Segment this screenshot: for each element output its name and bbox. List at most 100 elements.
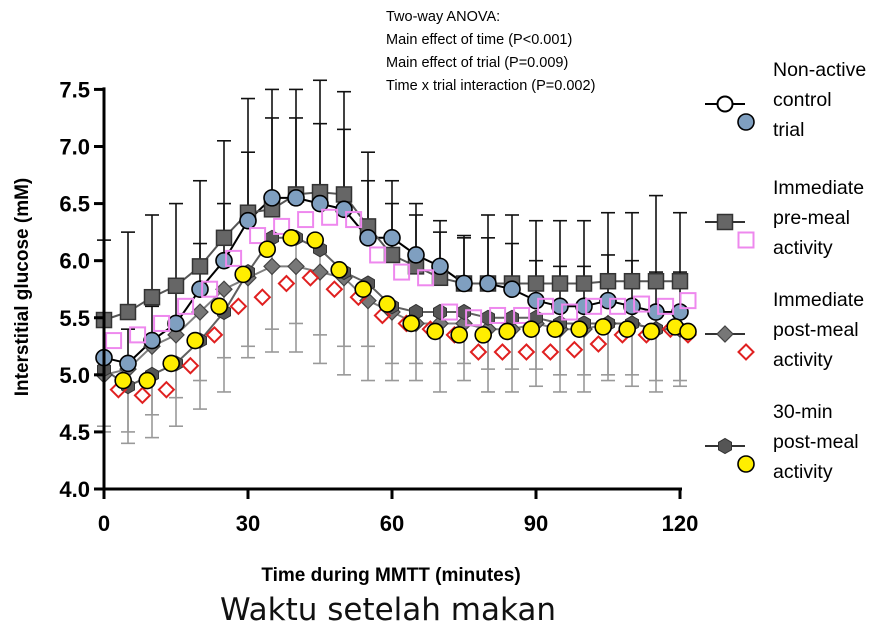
y-axis-ticks: 4.0 4.5 5.0 5.5 6.0 6.5 7.0 7.5: [59, 77, 104, 502]
overlay-point: [258, 240, 277, 259]
overlay-point: [657, 297, 675, 315]
legend-entry: Immediate post-meal activity: [705, 289, 864, 371]
y-tick-label: 7.0: [59, 135, 90, 160]
overlay-point: [205, 325, 224, 344]
overlay-point: [311, 194, 329, 213]
overlay-point: [570, 320, 589, 338]
overlay-point: [234, 265, 252, 284]
series-point: [335, 186, 353, 203]
series-point: [575, 275, 593, 292]
overlay-point: [426, 322, 445, 341]
series-point: [143, 288, 161, 306]
series-point: [623, 272, 641, 290]
anova-line: Main effect of time (P<0.001): [386, 32, 572, 48]
series-point: [551, 275, 569, 292]
y-tick-label: 6.0: [59, 249, 90, 274]
y-tick-label: 4.5: [59, 420, 90, 445]
overlay-point: [450, 326, 469, 344]
overlay-point: [522, 320, 541, 338]
overlay-point: [575, 297, 593, 316]
legend-label: control: [773, 89, 832, 111]
overlay-point: [138, 371, 156, 390]
overlay-point: [647, 303, 665, 321]
legend-label: activity: [773, 237, 833, 259]
overlay-point: [215, 251, 233, 270]
series-point: [599, 272, 617, 290]
series-point: [457, 303, 471, 321]
series-point: [383, 246, 401, 264]
y-tick-label: 7.5: [59, 77, 90, 102]
overlay-point: [282, 229, 301, 247]
overlay-point: [565, 340, 584, 359]
overlay-point: [493, 343, 512, 361]
overlay-point: [114, 371, 132, 390]
series-point: [671, 272, 689, 290]
x-tick-label: 90: [524, 511, 548, 536]
overlay-point: [201, 280, 219, 298]
overlay-point: [191, 280, 209, 299]
overlay-point: [642, 322, 661, 341]
legend-label: activity: [773, 349, 833, 371]
overlay-point: [679, 322, 697, 341]
anova-line: Two-way ANOVA:: [386, 9, 500, 25]
overlay-point: [167, 314, 185, 333]
x-tick-label: 60: [380, 511, 404, 536]
caption-text: Waktu setelah makan: [219, 592, 557, 628]
overlay-point: [441, 303, 459, 321]
legend-entry: Immediate pre-meal activity: [705, 177, 864, 259]
overlay-point: [479, 274, 497, 293]
glucose-line-chart: 4.0 4.5 5.0 5.5 6.0 6.5 7.0 7.5 0 30 60 90 120 Inte…: [12, 9, 866, 586]
legend: Non-active control trial Immediate pre-meal a…: [705, 59, 866, 483]
legend-overlay-marker: [737, 231, 755, 249]
overlay-point: [393, 263, 411, 281]
overlay-point: [181, 356, 200, 375]
overlay-point: [105, 332, 123, 350]
overlay-point: [157, 380, 176, 399]
overlay-point: [186, 331, 204, 350]
overlay-point: [589, 335, 608, 353]
series-point: [527, 275, 545, 292]
overlay-point: [129, 326, 147, 344]
overlay-point: [561, 303, 579, 321]
overlay-point: [474, 326, 493, 344]
overlay-point: [239, 211, 257, 230]
anova-annotation: Two-way ANOVA: Main effect of time (P<0.0…: [386, 9, 595, 94]
series-point: [647, 272, 665, 290]
anova-line: Time x trial interaction (P=0.002): [386, 78, 595, 94]
overlay-point: [469, 343, 488, 361]
series-point: [311, 263, 329, 281]
overlay-point: [378, 295, 397, 313]
overlay-point: [585, 297, 603, 315]
legend-label: trial: [773, 119, 804, 141]
x-axis-ticks: 0 30 60 90 120: [98, 489, 698, 536]
overlay-point: [249, 227, 267, 245]
overlay-point: [679, 292, 697, 310]
overlay-point: [225, 249, 243, 267]
overlay-point: [277, 274, 296, 293]
anova-line: Main effect of trial (P=0.009): [386, 55, 568, 71]
legend-entry: Non-active control trial: [705, 59, 866, 141]
overlay-point: [431, 257, 449, 276]
overlay-point: [253, 288, 272, 307]
overlay-point: [297, 211, 315, 229]
overlay-point: [330, 260, 349, 279]
y-tick-label: 4.0: [59, 477, 90, 502]
overlay-point: [594, 318, 613, 336]
overlay-point: [306, 231, 325, 249]
overlay-point: [335, 200, 353, 219]
overlay-point: [551, 297, 569, 316]
overlay-point: [273, 217, 291, 235]
series-point: [215, 280, 233, 299]
legend-label: Immediate: [773, 177, 864, 199]
overlay-point: [229, 297, 248, 316]
overlay-point: [354, 280, 373, 299]
overlay-point: [407, 246, 425, 264]
overlay-point: [402, 314, 421, 333]
overlay-point: [383, 229, 401, 247]
legend-overlay-marker: [737, 455, 755, 473]
overlay-point: [599, 291, 617, 310]
series-point: [287, 257, 305, 276]
legend-entry: 30-min post-meal activity: [705, 401, 859, 483]
overlay-point: [153, 314, 171, 332]
overlay-point: [633, 295, 651, 313]
